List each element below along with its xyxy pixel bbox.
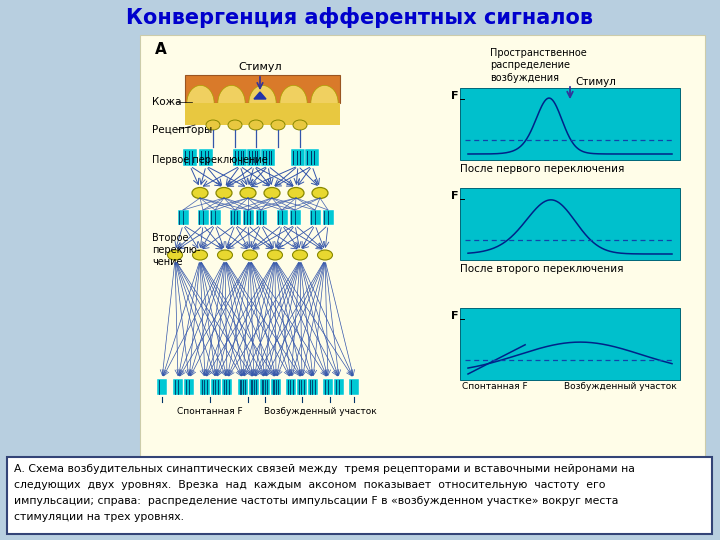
Bar xyxy=(178,210,189,225)
Bar xyxy=(260,379,270,395)
Bar xyxy=(222,379,232,395)
FancyBboxPatch shape xyxy=(7,457,712,534)
Ellipse shape xyxy=(218,85,245,120)
Bar xyxy=(276,210,287,225)
Bar xyxy=(334,379,344,395)
Bar xyxy=(256,210,266,225)
Ellipse shape xyxy=(249,85,276,120)
Bar xyxy=(460,88,680,160)
Bar xyxy=(210,210,220,225)
Ellipse shape xyxy=(280,85,307,120)
Bar xyxy=(183,149,197,166)
Ellipse shape xyxy=(206,120,220,130)
Text: следующих  двух  уровнях.  Врезка  над  каждым  аксоном  показывает  относительн: следующих двух уровнях. Врезка над кажды… xyxy=(14,480,606,490)
Text: F: F xyxy=(451,311,459,321)
Bar xyxy=(247,149,261,166)
Ellipse shape xyxy=(318,250,333,260)
Bar xyxy=(310,210,320,225)
Bar xyxy=(289,210,300,225)
Text: Кожа: Кожа xyxy=(152,97,181,107)
Text: импульсации; справа:  распределение частоты импульсации F в «возбужденном участк: импульсации; справа: распределение часто… xyxy=(14,496,618,506)
Ellipse shape xyxy=(187,85,214,120)
Text: Возбужденный участок: Возбужденный участок xyxy=(264,407,377,416)
Ellipse shape xyxy=(271,120,285,130)
Bar xyxy=(460,308,680,380)
Bar xyxy=(308,379,318,395)
Text: А. Схема возбудительных синаптических связей между  тремя рецепторами и вставочн: А. Схема возбудительных синаптических св… xyxy=(14,464,635,474)
Ellipse shape xyxy=(192,250,207,260)
Text: После второго переключения: После второго переключения xyxy=(460,264,624,274)
Bar xyxy=(230,210,240,225)
Ellipse shape xyxy=(243,250,258,260)
Bar xyxy=(185,75,340,103)
Text: Конвергенция афферентных сигналов: Конвергенция афферентных сигналов xyxy=(127,8,593,29)
Bar xyxy=(200,379,210,395)
Bar xyxy=(243,210,253,225)
Bar xyxy=(271,379,281,395)
Text: Пространственное
распределение
возбуждения: Пространственное распределение возбужден… xyxy=(490,48,587,83)
Bar xyxy=(233,149,247,166)
Ellipse shape xyxy=(192,187,208,199)
Bar xyxy=(323,210,333,225)
Text: Второе
переклю-
чение: Второе переклю- чение xyxy=(152,233,200,267)
Ellipse shape xyxy=(216,187,232,199)
Bar xyxy=(305,149,319,166)
Ellipse shape xyxy=(292,250,307,260)
Ellipse shape xyxy=(268,250,282,260)
Bar xyxy=(460,188,680,260)
Text: стимуляции на трех уровнях.: стимуляции на трех уровнях. xyxy=(14,512,184,522)
Bar xyxy=(184,379,194,395)
Bar xyxy=(349,379,359,395)
Bar xyxy=(286,379,296,395)
Bar xyxy=(297,379,307,395)
Ellipse shape xyxy=(217,250,233,260)
Bar xyxy=(173,379,183,395)
Ellipse shape xyxy=(293,120,307,130)
Text: Рецепторы: Рецепторы xyxy=(152,125,212,135)
Text: F: F xyxy=(451,91,459,101)
Text: F: F xyxy=(451,191,459,201)
Ellipse shape xyxy=(228,120,242,130)
Bar xyxy=(211,379,221,395)
Polygon shape xyxy=(254,92,266,99)
Bar xyxy=(197,210,209,225)
Bar xyxy=(323,379,333,395)
Bar xyxy=(238,379,248,395)
Bar xyxy=(249,379,259,395)
Bar xyxy=(291,149,305,166)
Text: Первое переключение: Первое переключение xyxy=(152,155,268,165)
Ellipse shape xyxy=(168,250,182,260)
Ellipse shape xyxy=(288,187,304,199)
Bar xyxy=(185,103,340,125)
Text: После первого переключения: После первого переключения xyxy=(460,164,624,174)
Bar xyxy=(261,149,275,166)
Text: Возбужденный участок: Возбужденный участок xyxy=(564,382,676,391)
Text: Стимул: Стимул xyxy=(238,62,282,72)
Ellipse shape xyxy=(249,120,263,130)
Text: Спонтанная F: Спонтанная F xyxy=(177,407,243,416)
Text: Стимул: Стимул xyxy=(575,77,616,87)
Text: А: А xyxy=(155,43,167,57)
Ellipse shape xyxy=(240,187,256,199)
Text: Спонтанная F: Спонтанная F xyxy=(462,382,528,391)
Bar xyxy=(199,149,213,166)
Ellipse shape xyxy=(264,187,280,199)
Ellipse shape xyxy=(312,187,328,199)
Ellipse shape xyxy=(311,85,338,120)
Bar xyxy=(157,379,167,395)
Bar xyxy=(140,35,705,485)
